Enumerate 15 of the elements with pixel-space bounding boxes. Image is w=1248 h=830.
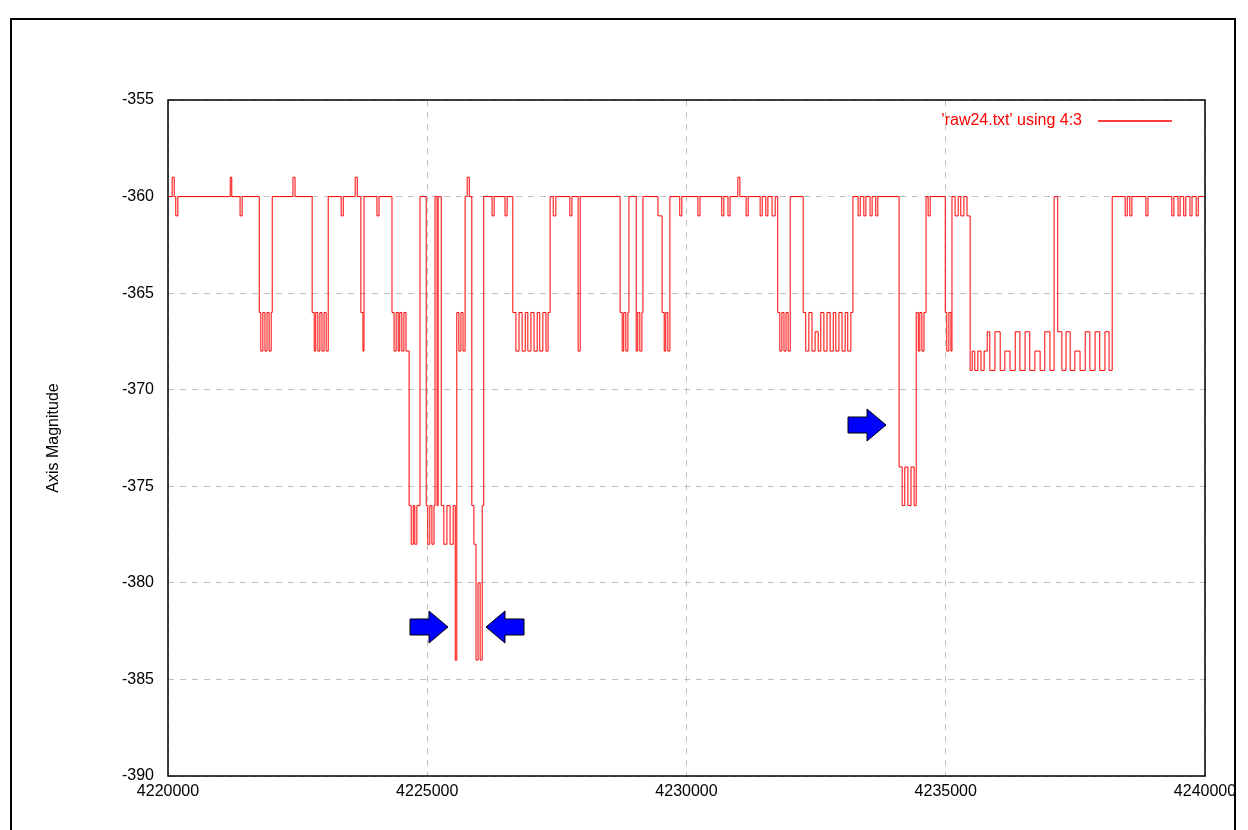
- x-tick-label: 4240000: [1173, 782, 1237, 800]
- y-tick-label: -360: [121, 186, 155, 204]
- x-tick-label: 4235000: [914, 782, 977, 800]
- y-tick-label: -375: [121, 476, 155, 494]
- y-axis-title: Axis Magnitude: [44, 383, 62, 493]
- y-tick-label: -355: [121, 90, 155, 108]
- x-tick-label: 4230000: [655, 782, 718, 800]
- y-tick-label: -365: [121, 283, 155, 301]
- x-tick-label: 4220000: [136, 782, 200, 800]
- y-tick-label: -380: [121, 573, 155, 591]
- y-tick-label: -390: [121, 766, 155, 784]
- legend-label: 'raw24.txt' using 4:3: [941, 111, 1083, 129]
- x-tick-label: 4225000: [396, 782, 459, 800]
- y-tick-label: -385: [121, 669, 155, 687]
- y-tick-label: -370: [121, 380, 155, 398]
